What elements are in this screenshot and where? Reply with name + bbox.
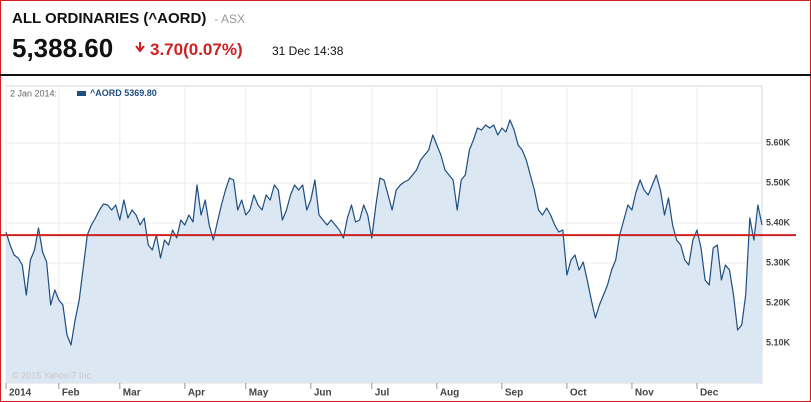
watermark: © 2015 Yahoo!7 Inc.	[12, 370, 93, 380]
change: 3.70(0.07%)	[150, 40, 243, 59]
y-tick-label: 5.50K	[766, 177, 791, 187]
change-percent: (0.07%)	[183, 40, 243, 59]
x-tick-label: 2014	[9, 388, 32, 399]
x-tick-label: Jun	[314, 388, 332, 399]
legend-swatch	[77, 91, 86, 96]
x-tick-label: Oct	[570, 388, 587, 399]
y-tick-label: 5.20K	[766, 297, 791, 307]
legend-entry: ^AORD 5369.80	[90, 88, 157, 98]
y-tick-label: 5.40K	[766, 217, 791, 227]
down-arrow	[135, 42, 145, 53]
area-fill	[6, 120, 762, 383]
index-name: ALL ORDINARIES (^AORD)	[12, 10, 206, 27]
plot	[0, 86, 796, 383]
y-tick-label: 5.60K	[766, 137, 791, 147]
y-tick-label: 5.30K	[766, 257, 791, 267]
timestamp: 31 Dec 14:38	[272, 44, 344, 58]
x-tick-label: Jul	[375, 388, 390, 399]
x-tick-label: Mar	[123, 388, 141, 399]
y-tick-label: 5.10K	[766, 337, 791, 347]
x-tick-label: Sep	[505, 388, 523, 399]
x-tick-label: May	[249, 388, 269, 399]
header-rule	[0, 74, 811, 76]
price: 5,388.60	[12, 33, 113, 63]
x-tick-label: Aug	[440, 388, 459, 399]
x-tick-label: Apr	[188, 388, 205, 399]
quote-title: ALL ORDINARIES (^AORD) - ASX	[12, 10, 245, 27]
change-value: 3.70	[150, 40, 183, 59]
exchange: - ASX	[214, 12, 245, 26]
x-tick-label: Nov	[635, 388, 654, 399]
legend-series: ^AORD	[90, 88, 122, 98]
legend-date: 2 Jan 2014:	[10, 88, 57, 98]
legend-value: 5369.80	[124, 88, 157, 98]
x-tick-label: Dec	[700, 388, 719, 399]
x-tick-label: Feb	[62, 388, 80, 399]
price-line	[5, 119, 763, 346]
